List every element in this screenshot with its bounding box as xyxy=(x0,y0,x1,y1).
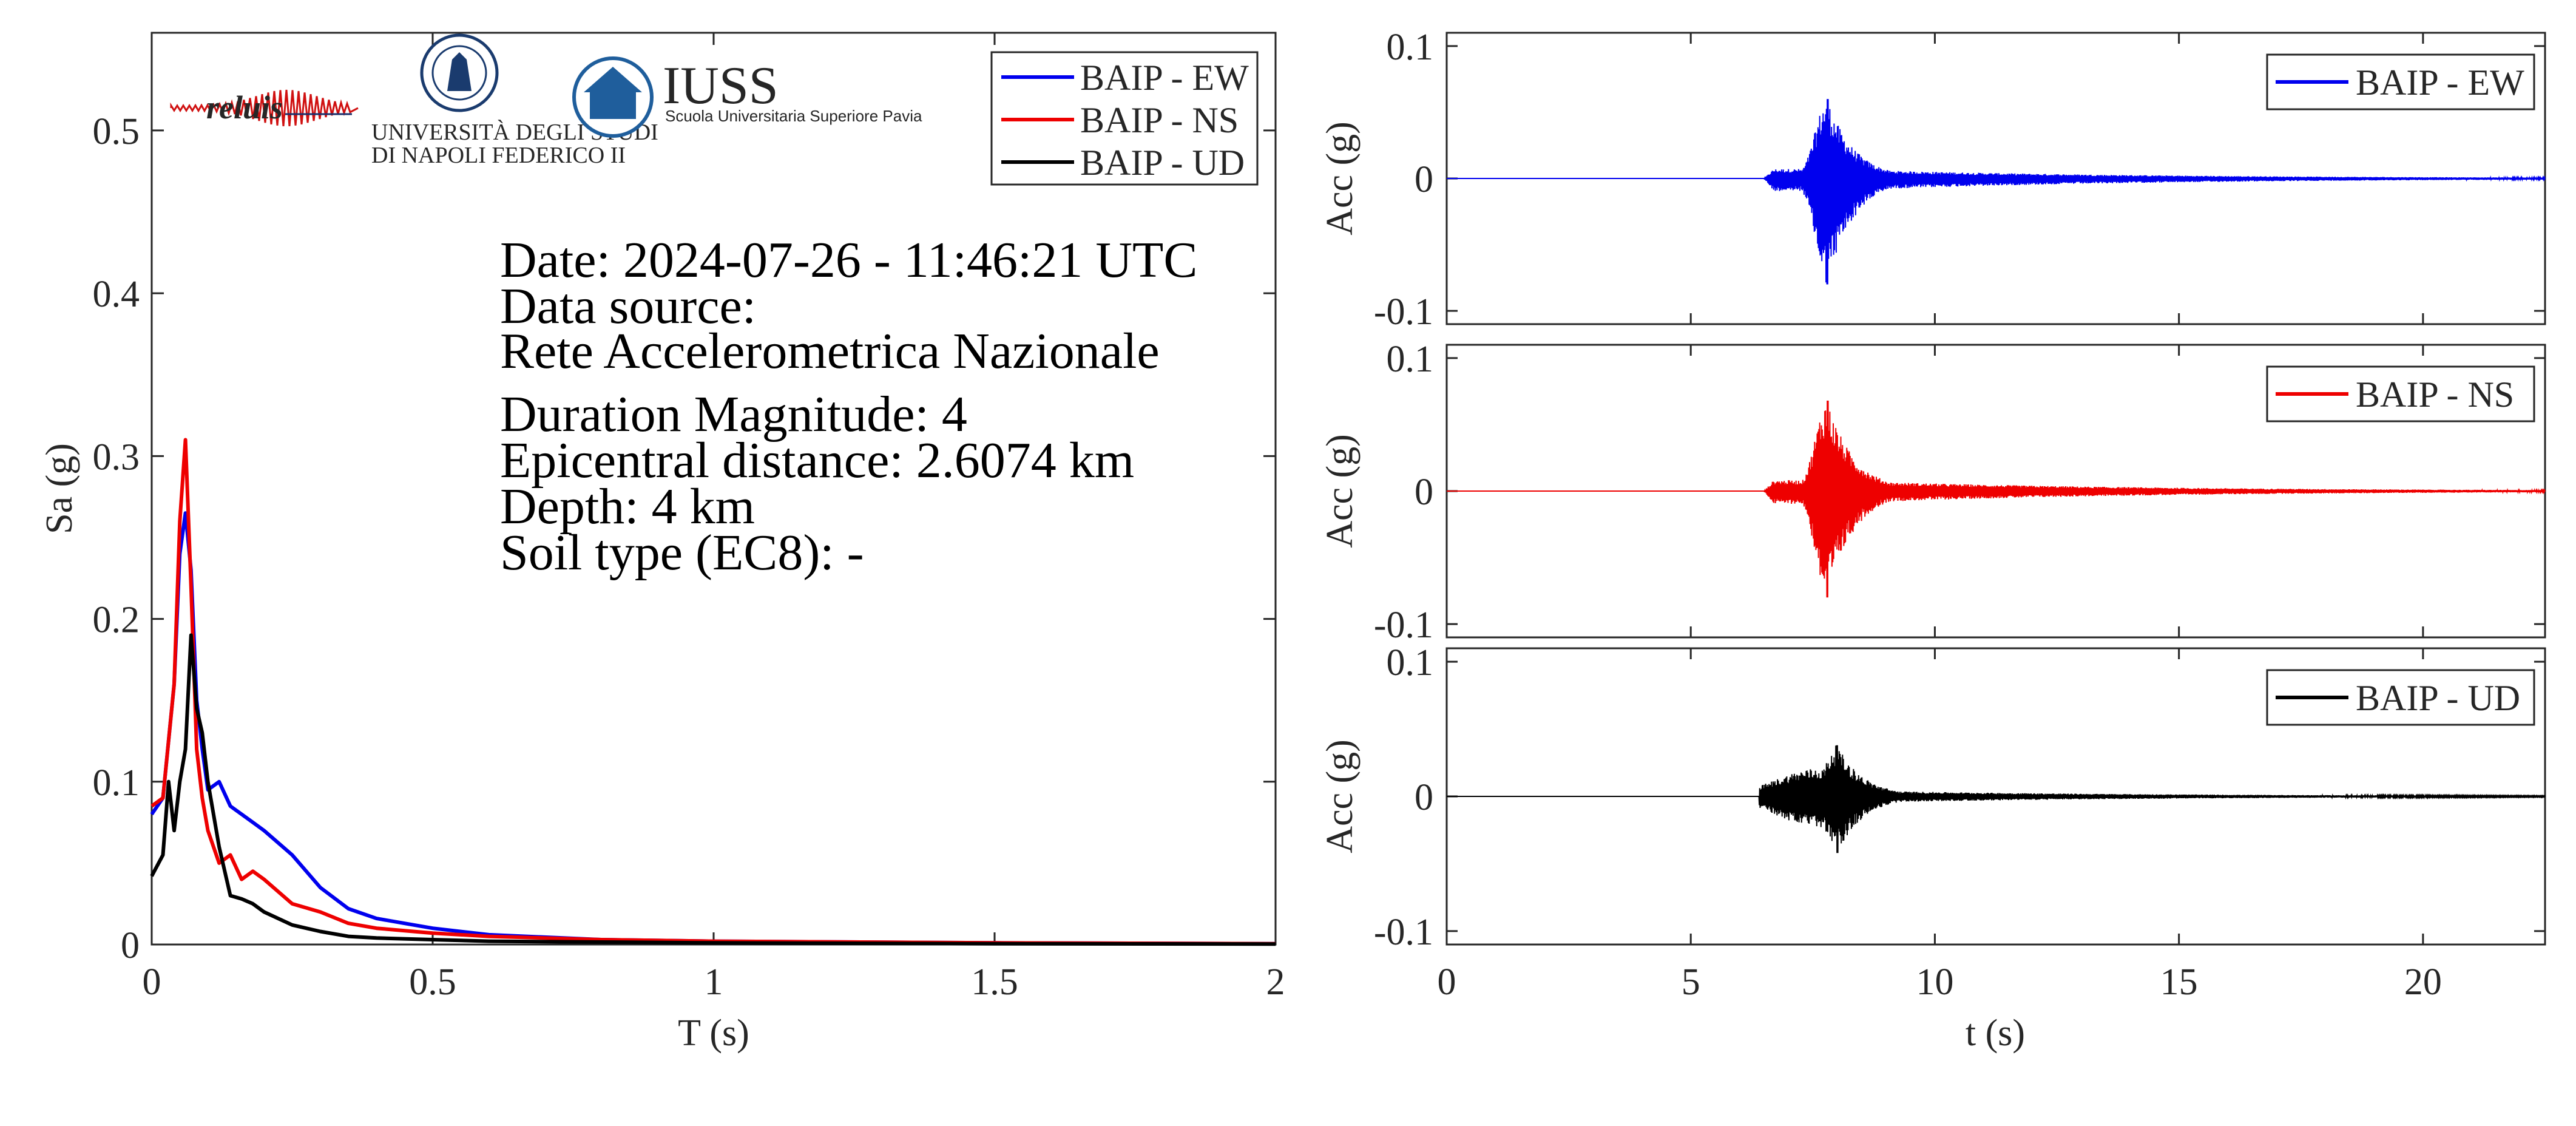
spectrum-lines xyxy=(150,438,1276,946)
spectrum-ylabel: Sa (g) xyxy=(39,443,80,534)
spectrum-x-tick-label: 1.5 xyxy=(971,962,1018,1003)
iuss-emblem-building xyxy=(590,91,636,119)
info-depth: Depth: 4 km xyxy=(500,478,755,535)
iuss-logo: IUSS Scuola Universitaria Superiore Pavi… xyxy=(572,56,922,138)
accelerogram-y-tick-label: 0 xyxy=(1415,159,1433,200)
accelerogram-legend-label: BAIP - NS xyxy=(2356,375,2514,415)
unina-seal-figure xyxy=(447,52,472,91)
spectrum-panel: 0 0.5 1 1.5 2 00.10.20.30.40.5 T (s) Sa (g) … xyxy=(39,32,1285,1054)
accelerogram-x-tick-label: 15 xyxy=(2160,962,2198,1003)
accelerogram-x-tick-label: 10 xyxy=(1916,962,1953,1003)
accelerogram-ylabel: Acc (g) xyxy=(1319,121,1361,236)
accelerogram-trace-ew xyxy=(1447,99,2546,285)
unina-seal-inner xyxy=(431,45,487,101)
reluis-logo-wave xyxy=(170,89,359,127)
accelerogram-x-tick-label: 20 xyxy=(2404,962,2442,1003)
unina-logo: UNIVERSITÀ DEGLI STUDI DI NAPOLI FEDERIC… xyxy=(371,33,658,168)
info-source: Rete Accelerometrica Nazionale xyxy=(500,323,1160,379)
iuss-name: IUSS xyxy=(663,56,779,115)
accelerogram-ylabel: Acc (g) xyxy=(1319,434,1361,548)
accelerogram-y-tick-label: 0 xyxy=(1415,777,1433,818)
accelerogram-ylabel: Acc (g) xyxy=(1319,739,1361,853)
accelerogram-y-tick-label: 0 xyxy=(1415,472,1433,513)
accelerogram-y-tick-label: -0.1 xyxy=(1374,605,1433,646)
spectrum-y-ticks: 0 0.1 0.2 0.3 0.4 0.5 xyxy=(93,111,1276,966)
info-magnitude: Duration Magnitude: 4 xyxy=(500,386,967,443)
accelerogram-y-tick-label: -0.1 xyxy=(1374,912,1433,953)
accelerogram-y-tick-label: -0.1 xyxy=(1374,291,1433,333)
info-date: Date: 2024-07-26 - 11:46:21 UTC xyxy=(500,232,1197,288)
accelerogram-trace-ud xyxy=(1447,745,2546,853)
spectrum-y-tick-label: 0.3 xyxy=(93,436,140,478)
accelerogram-y-tick-label: 0.1 xyxy=(1387,642,1434,683)
legend-label-ew: BAIP - EW xyxy=(1080,58,1249,98)
spectrum-line-ns xyxy=(150,438,1276,946)
spectrum-x-tick-label: 1 xyxy=(705,962,723,1003)
accelerogram-y-tick-label: 0.1 xyxy=(1387,27,1434,68)
spectrum-y-tick-label: 0.1 xyxy=(93,762,140,804)
spectrum-x-ticks: 0 0.5 1 1.5 2 xyxy=(143,33,1285,1003)
legend-label-ud: BAIP - UD xyxy=(1080,143,1245,183)
spectrum-x-tick-label: 2 xyxy=(1266,962,1285,1003)
iuss-subtitle: Scuola Universitaria Superiore Pavia xyxy=(665,107,922,125)
reluis-logo-text: reluis xyxy=(206,89,283,126)
accelerogram-x-tick-label: 0 xyxy=(1438,962,1456,1003)
info-source-label: Data source: xyxy=(500,278,756,334)
accelerogram-trace-ns xyxy=(1447,400,2546,598)
info-distance: Epicentral distance: 2.6074 km xyxy=(500,432,1134,489)
spectrum-y-tick-label: 0.4 xyxy=(93,274,140,315)
accelerogram-y-tick-label: 0.1 xyxy=(1387,339,1434,380)
event-info: Date: 2024-07-26 - 11:46:21 UTC Data sou… xyxy=(500,232,1197,581)
accelerogram-panel-ns: 0.1 0 -0.1 Acc (g) BAIP - NS xyxy=(1319,339,2546,646)
spectrum-y-tick-label: 0 xyxy=(121,925,140,966)
accelerogram-legend-label: BAIP - EW xyxy=(2356,63,2524,103)
iuss-emblem-roof xyxy=(584,67,642,92)
info-soil: Soil type (EC8): - xyxy=(500,524,864,581)
spectrum-line-ud xyxy=(150,633,1276,946)
accelerogram-panel-ew: 0.1 0 -0.1 Acc (g) BAIP - EW xyxy=(1319,27,2546,333)
spectrum-y-tick-label: 0.5 xyxy=(93,111,140,152)
legend-label-ns: BAIP - NS xyxy=(1080,100,1239,140)
spectrum-xlabel: T (s) xyxy=(678,1012,749,1054)
spectrum-x-tick-label: 0 xyxy=(143,962,161,1003)
accelerogram-x-tick-label: 5 xyxy=(1682,962,1700,1003)
unina-line2: DI NAPOLI FEDERICO II xyxy=(371,143,626,168)
spectrum-legend: BAIP - EW BAIP - NS BAIP - UD xyxy=(990,51,1259,186)
reluis-logo: reluis xyxy=(170,89,359,127)
accelerogram-legend-label: BAIP - UD xyxy=(2356,678,2520,718)
spectrum-x-tick-label: 0.5 xyxy=(409,962,456,1003)
time-xlabel: t (s) xyxy=(1966,1012,2025,1054)
spectrum-y-tick-label: 0.2 xyxy=(93,600,140,641)
